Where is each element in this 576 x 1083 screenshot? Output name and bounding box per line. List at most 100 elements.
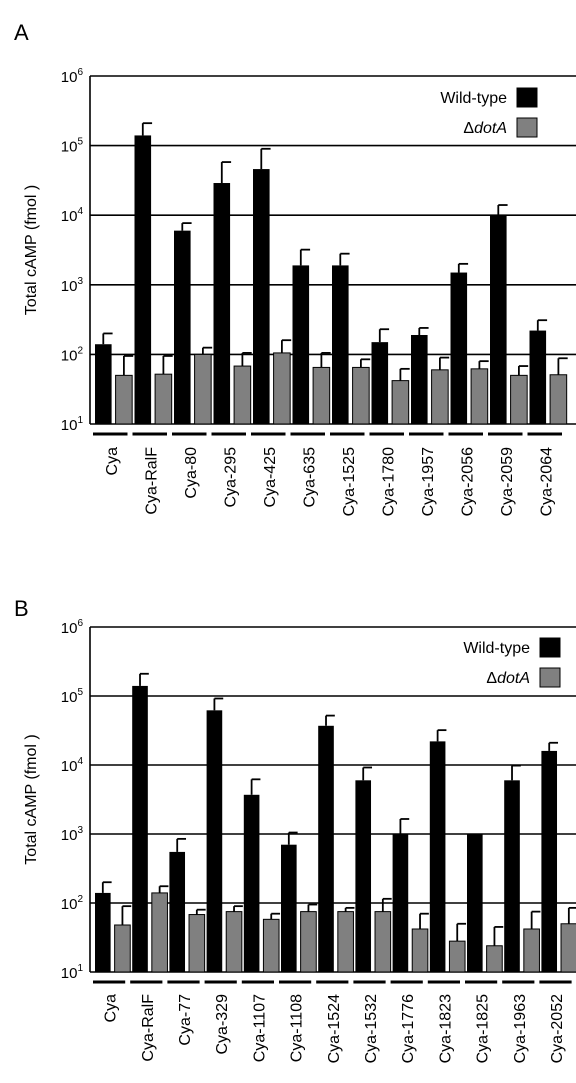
bar-wild-type <box>318 725 334 972</box>
x-tick-label: Cya-80 <box>183 447 200 499</box>
bar-dotA <box>470 368 489 425</box>
x-tick-label: Cya-77 <box>177 994 194 1046</box>
x-tick-label: Cya <box>103 994 120 1023</box>
x-tick-label: Cya-1957 <box>420 447 437 516</box>
x-tick-label: Cya-1532 <box>363 994 380 1063</box>
y-tick-label: 101 <box>61 415 84 434</box>
x-tick-label: Cya-1963 <box>512 994 529 1063</box>
bar-wild-type <box>332 265 349 424</box>
bar-dotA <box>233 365 252 425</box>
panel-label: B <box>14 596 29 621</box>
bar-dotA <box>391 380 410 425</box>
bar-dotA <box>194 353 212 425</box>
x-tick-label: Cya-1776 <box>400 994 417 1063</box>
bar-dotA <box>225 911 243 973</box>
x-tick-label: Cya-2056 <box>459 447 476 516</box>
bar-dotA <box>188 914 206 973</box>
bar-dotA <box>262 918 280 973</box>
bar-wild-type <box>529 330 547 424</box>
x-tick-label: Cya-1107 <box>251 994 268 1062</box>
bar-wild-type <box>355 780 372 972</box>
bar-wild-type <box>95 344 112 424</box>
x-tick-label: Cya-2059 <box>499 447 516 516</box>
y-tick-label: 106 <box>61 67 84 86</box>
bar-wild-type <box>95 892 111 972</box>
x-tick-label: Cya-329 <box>214 994 231 1055</box>
bar-dotA <box>448 940 466 973</box>
bar-wild-type <box>213 183 231 424</box>
x-tick-label: Cya-1823 <box>437 994 454 1063</box>
bar-dotA <box>411 928 429 973</box>
y-axis-label: Total cAMP (fmol ) <box>23 185 40 315</box>
y-tick-label: 104 <box>61 206 84 225</box>
legend-label-dotA: ΔdotA <box>486 670 530 687</box>
bar-wild-type <box>292 265 310 424</box>
y-tick-label: 105 <box>61 687 84 706</box>
bar-wild-type <box>467 834 483 972</box>
x-tick-label: Cya-2052 <box>549 994 566 1063</box>
x-tick-label: Cya-1780 <box>380 447 397 516</box>
bar-wild-type <box>411 334 428 424</box>
x-tick-label: Cya-1524 <box>326 994 343 1063</box>
bar-dotA <box>337 911 354 973</box>
panel-a: A 101 102 103 104 105 106 Total cAMP (fmol ) Cya… <box>14 20 576 516</box>
bar-dotA <box>374 911 392 973</box>
x-tick-label: Cya-RalF <box>140 994 157 1062</box>
bar-dotA <box>300 911 317 973</box>
x-tick-label: Cya-2064 <box>538 447 555 516</box>
bar-dotA <box>486 945 503 973</box>
bar-dotA <box>115 374 133 425</box>
bar-wild-type <box>134 135 152 424</box>
y-tick-label: 101 <box>61 963 84 982</box>
x-tick-label: Cya-635 <box>301 447 318 508</box>
x-tick-label: Cya <box>104 447 121 476</box>
legend-swatch-dotA <box>516 117 538 138</box>
legend-swatch-wild-type <box>539 637 561 658</box>
bar-wild-type <box>253 169 270 424</box>
y-tick-label: 102 <box>61 894 84 913</box>
bar-dotA <box>312 366 331 425</box>
bar-wild-type <box>429 741 446 972</box>
bar-wild-type <box>450 272 468 424</box>
bar-wild-type <box>174 230 191 424</box>
bar-wild-type <box>371 342 389 424</box>
y-tick-label: 106 <box>61 618 84 637</box>
x-tick-label: Cya-RalF <box>143 447 160 515</box>
bar-dotA <box>549 374 568 425</box>
bar-wild-type <box>132 685 148 972</box>
bar-wild-type <box>392 834 409 972</box>
y-tick-label: 105 <box>61 137 84 156</box>
legend-label-dotA: ΔdotA <box>463 120 507 137</box>
bar-wild-type <box>243 794 260 972</box>
bar-wild-type <box>490 215 507 424</box>
bar-dotA <box>114 924 131 973</box>
bar-dotA <box>510 374 528 425</box>
bar-wild-type <box>169 851 186 972</box>
x-tick-label: Cya-1108 <box>289 994 306 1062</box>
y-axis-label: Total cAMP (fmol ) <box>23 734 40 864</box>
legend-label-wild-type: Wild-type <box>440 90 507 107</box>
legend-label-wild-type: Wild-type <box>463 640 530 657</box>
y-tick-label: 103 <box>61 276 84 295</box>
bar-wild-type <box>504 780 520 972</box>
y-tick-label: 103 <box>61 825 84 844</box>
bar-wild-type <box>206 710 223 972</box>
legend-swatch-dotA <box>539 667 561 688</box>
x-tick-label: Cya-425 <box>262 447 279 508</box>
x-tick-label: Cya-295 <box>222 447 239 508</box>
bar-wild-type <box>541 750 558 972</box>
bar-dotA <box>523 928 540 973</box>
bar-dotA <box>352 366 370 425</box>
bar-dotA <box>431 369 449 425</box>
x-tick-label: Cya-1825 <box>475 994 492 1063</box>
x-tick-label: Cya-1525 <box>341 447 358 516</box>
bar-dotA <box>560 923 576 973</box>
legend-swatch-wild-type <box>516 87 538 108</box>
panel-b: B 101 102 103 104 105 106 Total cAMP (fmol ) Cya… <box>14 596 576 1063</box>
y-tick-label: 102 <box>61 345 84 364</box>
bar-wild-type <box>281 844 297 972</box>
bar-dotA <box>154 373 173 425</box>
bar-dotA <box>273 352 291 425</box>
panel-label: A <box>14 20 29 45</box>
